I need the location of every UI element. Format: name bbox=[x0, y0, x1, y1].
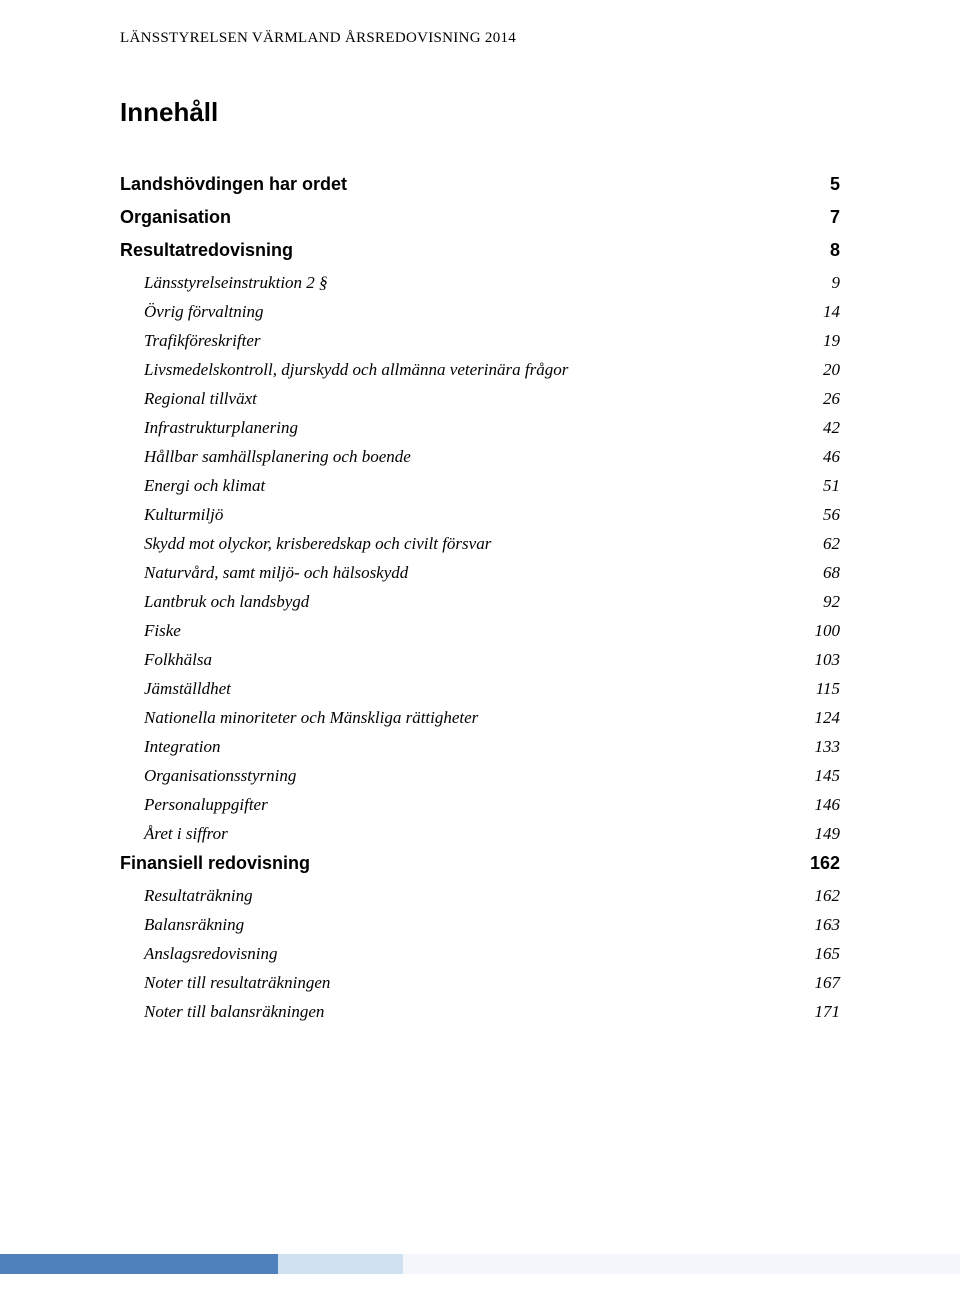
toc-subitem-page: 115 bbox=[816, 679, 840, 699]
toc-subitem-page: 146 bbox=[815, 795, 841, 815]
toc-subitem-label: Jämställdhet bbox=[144, 679, 231, 699]
toc-subitem-page: 42 bbox=[823, 418, 840, 438]
toc-subitem-page: 14 bbox=[823, 302, 840, 322]
toc-section-page: 162 bbox=[810, 853, 840, 874]
toc-subitem-page: 167 bbox=[815, 973, 841, 993]
toc-subitem-page: 19 bbox=[823, 331, 840, 351]
toc-subitem: Personaluppgifter 146 bbox=[120, 795, 840, 815]
toc-subitem-page: 9 bbox=[832, 273, 841, 293]
toc-subitem-label: Kulturmiljö bbox=[144, 505, 223, 525]
toc-subitem: Hållbar samhällsplanering och boende 46 bbox=[120, 447, 840, 467]
toc-subitem-page: 92 bbox=[823, 592, 840, 612]
toc-subitem: Skydd mot olyckor, krisberedskap och civ… bbox=[120, 534, 840, 554]
toc-section: Organisation 7 bbox=[120, 207, 840, 228]
toc-subitem-page: 46 bbox=[823, 447, 840, 467]
toc-subitem: Kulturmiljö 56 bbox=[120, 505, 840, 525]
toc-subitem: Resultaträkning 162 bbox=[120, 886, 840, 906]
page-header: LÄNSSTYRELSEN VÄRMLAND ÅRSREDOVISNING 20… bbox=[120, 30, 840, 47]
toc-subitem: Organisationsstyrning 145 bbox=[120, 766, 840, 786]
toc-section-label: Landshövdingen har ordet bbox=[120, 174, 347, 195]
toc-subitem-label: Länsstyrelseinstruktion 2 § bbox=[144, 273, 328, 293]
toc-subitem-page: 26 bbox=[823, 389, 840, 409]
toc-section-page: 7 bbox=[830, 207, 840, 228]
toc-subitem-page: 149 bbox=[815, 824, 841, 844]
toc-subitem-page: 20 bbox=[823, 360, 840, 380]
toc-subitem-label: Resultaträkning bbox=[144, 886, 253, 906]
footer-band-left bbox=[0, 1254, 278, 1274]
toc-subitem-page: 56 bbox=[823, 505, 840, 525]
toc-subitem: Infrastrukturplanering 42 bbox=[120, 418, 840, 438]
toc-subitem-label: Hållbar samhällsplanering och boende bbox=[144, 447, 411, 467]
toc-subitem-label: Personaluppgifter bbox=[144, 795, 268, 815]
toc-subitem-label: Naturvård, samt miljö- och hälsoskydd bbox=[144, 563, 408, 583]
toc-section: Landshövdingen har ordet 5 bbox=[120, 174, 840, 195]
footer-band-right bbox=[403, 1254, 960, 1274]
toc-subitem-label: Noter till balansräkningen bbox=[144, 1002, 324, 1022]
toc-subitem-label: Nationella minoriteter och Mänskliga rät… bbox=[144, 708, 478, 728]
toc-title: Innehåll bbox=[120, 97, 840, 128]
toc-subitem-page: 124 bbox=[815, 708, 841, 728]
toc-subitem-page: 133 bbox=[815, 737, 841, 757]
toc-subitem-label: Organisationsstyrning bbox=[144, 766, 296, 786]
toc-subitem-page: 100 bbox=[815, 621, 841, 641]
table-of-contents: Landshövdingen har ordet 5 Organisation 7 Re… bbox=[120, 174, 840, 1022]
toc-subitem: Noter till balansräkningen 171 bbox=[120, 1002, 840, 1022]
toc-subitem-label: Noter till resultaträkningen bbox=[144, 973, 330, 993]
toc-section: Resultatredovisning 8 bbox=[120, 240, 840, 261]
toc-subitem: Året i siffror 149 bbox=[120, 824, 840, 844]
toc-subitem: Trafikföreskrifter 19 bbox=[120, 331, 840, 351]
toc-subitem-page: 51 bbox=[823, 476, 840, 496]
toc-subitem: Integration 133 bbox=[120, 737, 840, 757]
toc-subitem: Regional tillväxt 26 bbox=[120, 389, 840, 409]
toc-subitem: Energi och klimat 51 bbox=[120, 476, 840, 496]
toc-subitem: Lantbruk och landsbygd 92 bbox=[120, 592, 840, 612]
toc-subitem: Noter till resultaträkningen 167 bbox=[120, 973, 840, 993]
toc-subitem: Övrig förvaltning 14 bbox=[120, 302, 840, 322]
toc-subitem: Balansräkning 163 bbox=[120, 915, 840, 935]
toc-subitem-label: Fiske bbox=[144, 621, 181, 641]
toc-subitem-label: Regional tillväxt bbox=[144, 389, 257, 409]
toc-subitem-label: Infrastrukturplanering bbox=[144, 418, 298, 438]
toc-subitem-label: Trafikföreskrifter bbox=[144, 331, 261, 351]
footer-band bbox=[0, 1254, 960, 1274]
toc-subitem-label: Energi och klimat bbox=[144, 476, 265, 496]
toc-subitem: Anslagsredovisning 165 bbox=[120, 944, 840, 964]
toc-section-page: 5 bbox=[830, 174, 840, 195]
toc-subitem: Nationella minoriteter och Mänskliga rät… bbox=[120, 708, 840, 728]
toc-subitem-label: Skydd mot olyckor, krisberedskap och civ… bbox=[144, 534, 491, 554]
toc-subitem-page: 171 bbox=[815, 1002, 841, 1022]
toc-subitem-page: 165 bbox=[815, 944, 841, 964]
toc-subitem-page: 162 bbox=[815, 886, 841, 906]
toc-section-page: 8 bbox=[830, 240, 840, 261]
toc-subitem: Naturvård, samt miljö- och hälsoskydd 68 bbox=[120, 563, 840, 583]
toc-subitem: Länsstyrelseinstruktion 2 § 9 bbox=[120, 273, 840, 293]
toc-subitem: Jämställdhet 115 bbox=[120, 679, 840, 699]
toc-subitem-label: Balansräkning bbox=[144, 915, 244, 935]
toc-subitem: Fiske 100 bbox=[120, 621, 840, 641]
toc-subitem: Livsmedelskontroll, djurskydd och allmän… bbox=[120, 360, 840, 380]
toc-section-label: Organisation bbox=[120, 207, 231, 228]
toc-subitem-page: 163 bbox=[815, 915, 841, 935]
toc-subitem-page: 103 bbox=[815, 650, 841, 670]
toc-subitem-label: Folkhälsa bbox=[144, 650, 212, 670]
toc-subitem-label: Livsmedelskontroll, djurskydd och allmän… bbox=[144, 360, 568, 380]
toc-section: Finansiell redovisning 162 bbox=[120, 853, 840, 874]
toc-section-label: Finansiell redovisning bbox=[120, 853, 310, 874]
footer-band-mid bbox=[278, 1254, 403, 1274]
toc-subitem-page: 68 bbox=[823, 563, 840, 583]
toc-subitem-page: 145 bbox=[815, 766, 841, 786]
toc-subitem-page: 62 bbox=[823, 534, 840, 554]
toc-subitem-label: Övrig förvaltning bbox=[144, 302, 263, 322]
toc-section-label: Resultatredovisning bbox=[120, 240, 293, 261]
toc-subitem: Folkhälsa 103 bbox=[120, 650, 840, 670]
toc-subitem-label: Lantbruk och landsbygd bbox=[144, 592, 309, 612]
toc-subitem-label: Integration bbox=[144, 737, 221, 757]
toc-subitem-label: Anslagsredovisning bbox=[144, 944, 277, 964]
toc-subitem-label: Året i siffror bbox=[144, 824, 228, 844]
